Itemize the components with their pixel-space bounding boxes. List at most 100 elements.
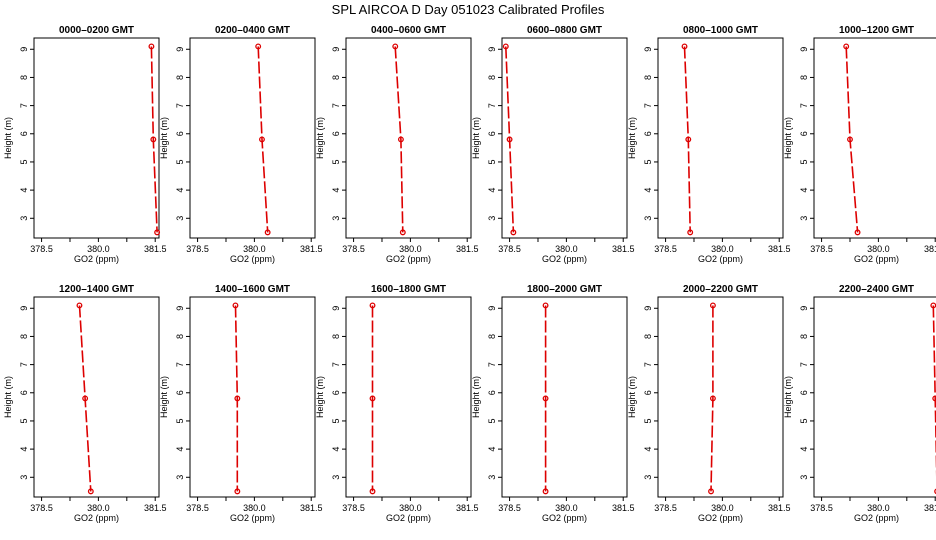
profile-line (845, 46, 859, 233)
y-tick-label: 9 (19, 306, 29, 311)
x-axis-label: GO2 (ppm) (542, 254, 587, 264)
data-point (392, 43, 399, 50)
y-tick-label: 8 (331, 75, 341, 80)
y-tick-label: 7 (19, 103, 29, 108)
y-tick-label: 3 (19, 475, 29, 480)
y-tick-label: 7 (175, 103, 185, 108)
y-tick-label: 9 (643, 47, 653, 52)
y-tick-label: 5 (643, 418, 653, 423)
x-tick-label: 381.5 (924, 503, 936, 513)
y-tick-label: 6 (799, 131, 809, 136)
x-tick-label: 378.5 (186, 503, 209, 513)
x-tick-label: 380.0 (243, 244, 266, 254)
x-tick-label: 381.5 (612, 503, 635, 513)
data-point (542, 488, 549, 495)
plot-frame (33, 296, 160, 498)
plot-frame (189, 37, 316, 239)
y-tick-label: 8 (331, 334, 341, 339)
y-tick-label: 6 (175, 390, 185, 395)
y-tick-label: 6 (487, 131, 497, 136)
y-tick-label: 8 (799, 75, 809, 80)
y-tick-label: 5 (19, 418, 29, 423)
y-tick-label: 4 (487, 188, 497, 193)
profile-panel: 1400–1600 GMT 378.5 380.0 381.5 3 4 5 6 7 8 9 GO2 (… (159, 284, 322, 523)
x-tick-label: 381.5 (144, 503, 167, 513)
data-point (708, 488, 714, 495)
y-axis-label: Height (m) (783, 376, 793, 418)
x-tick-label: 380.0 (711, 244, 734, 254)
panel-title: 1800–2000 GMT (527, 284, 602, 295)
y-tick-label: 3 (175, 216, 185, 221)
y-tick-label: 4 (331, 447, 341, 452)
y-tick-label: 5 (175, 418, 185, 423)
x-tick-label: 378.5 (810, 503, 833, 513)
y-tick-label: 6 (487, 390, 497, 395)
x-axis-label: GO2 (ppm) (74, 513, 119, 523)
x-axis-label: GO2 (ppm) (386, 513, 431, 523)
data-point (234, 488, 241, 495)
data-point (150, 136, 157, 143)
data-point (685, 136, 692, 143)
y-tick-label: 3 (799, 216, 809, 221)
y-tick-label: 5 (331, 418, 341, 423)
data-point (510, 229, 517, 236)
panel-title: 0600–0800 GMT (527, 25, 602, 36)
y-tick-label: 3 (175, 475, 185, 480)
x-tick-label: 381.5 (768, 244, 791, 254)
y-tick-label: 8 (19, 75, 29, 80)
profile-panel: 0800–1000 GMT 378.5 380.0 381.5 3 4 5 6 7 8 9 GO2 (… (627, 25, 790, 264)
x-tick-label: 381.5 (456, 503, 479, 513)
y-tick-label: 3 (643, 475, 653, 480)
y-axis-label: Height (m) (627, 117, 637, 159)
y-tick-label: 5 (175, 159, 185, 164)
y-tick-label: 6 (175, 131, 185, 136)
x-tick-label: 380.0 (867, 244, 890, 254)
y-tick-label: 5 (487, 418, 497, 423)
y-tick-label: 3 (487, 475, 497, 480)
y-tick-label: 7 (19, 362, 29, 367)
y-tick-label: 5 (643, 159, 653, 164)
profile-panel: 1000–1200 GMT 378.5 380.0 381.5 3 4 5 6 7 8 9 GO2 (… (783, 25, 936, 264)
profile-line (234, 305, 239, 492)
profile-line (932, 305, 936, 477)
data-point (154, 229, 161, 236)
y-tick-label: 4 (175, 447, 185, 452)
y-tick-label: 3 (331, 475, 341, 480)
y-tick-label: 7 (487, 103, 497, 108)
y-tick-label: 8 (19, 334, 29, 339)
y-tick-label: 4 (19, 447, 29, 452)
y-tick-label: 4 (175, 188, 185, 193)
x-tick-label: 378.5 (498, 503, 521, 513)
y-tick-label: 6 (331, 131, 341, 136)
y-tick-label: 7 (175, 362, 185, 367)
y-tick-label: 5 (799, 159, 809, 164)
y-tick-label: 9 (331, 306, 341, 311)
y-tick-label: 9 (19, 47, 29, 52)
data-point (369, 395, 376, 402)
data-point (399, 229, 406, 236)
data-point (542, 302, 549, 309)
panel-title: 1600–1800 GMT (371, 284, 446, 295)
y-axis-label: Height (m) (315, 117, 325, 159)
y-tick-label: 6 (19, 131, 29, 136)
panel-title: 0000–0200 GMT (59, 25, 134, 36)
profile-panel: 0000–0200 GMT 378.5 380.0 381.5 3 4 5 6 7 8 9 GO2 (… (3, 25, 166, 264)
data-point (932, 395, 936, 402)
data-point (259, 136, 265, 143)
data-point (843, 43, 850, 50)
y-tick-label: 6 (799, 390, 809, 395)
data-point (502, 43, 509, 50)
x-tick-label: 378.5 (498, 244, 521, 254)
y-tick-label: 9 (175, 306, 185, 311)
y-tick-label: 7 (643, 103, 653, 108)
y-tick-label: 8 (643, 75, 653, 80)
y-tick-label: 8 (175, 75, 185, 80)
x-tick-label: 380.0 (555, 244, 578, 254)
y-tick-label: 4 (19, 188, 29, 193)
profile-line (710, 305, 714, 492)
data-point (82, 395, 89, 402)
data-point (847, 136, 853, 143)
profile-line (683, 46, 691, 233)
panels-grid: 0000–0200 GMT 378.5 380.0 381.5 3 4 5 6 7 8 9 GO2 (… (3, 25, 936, 523)
